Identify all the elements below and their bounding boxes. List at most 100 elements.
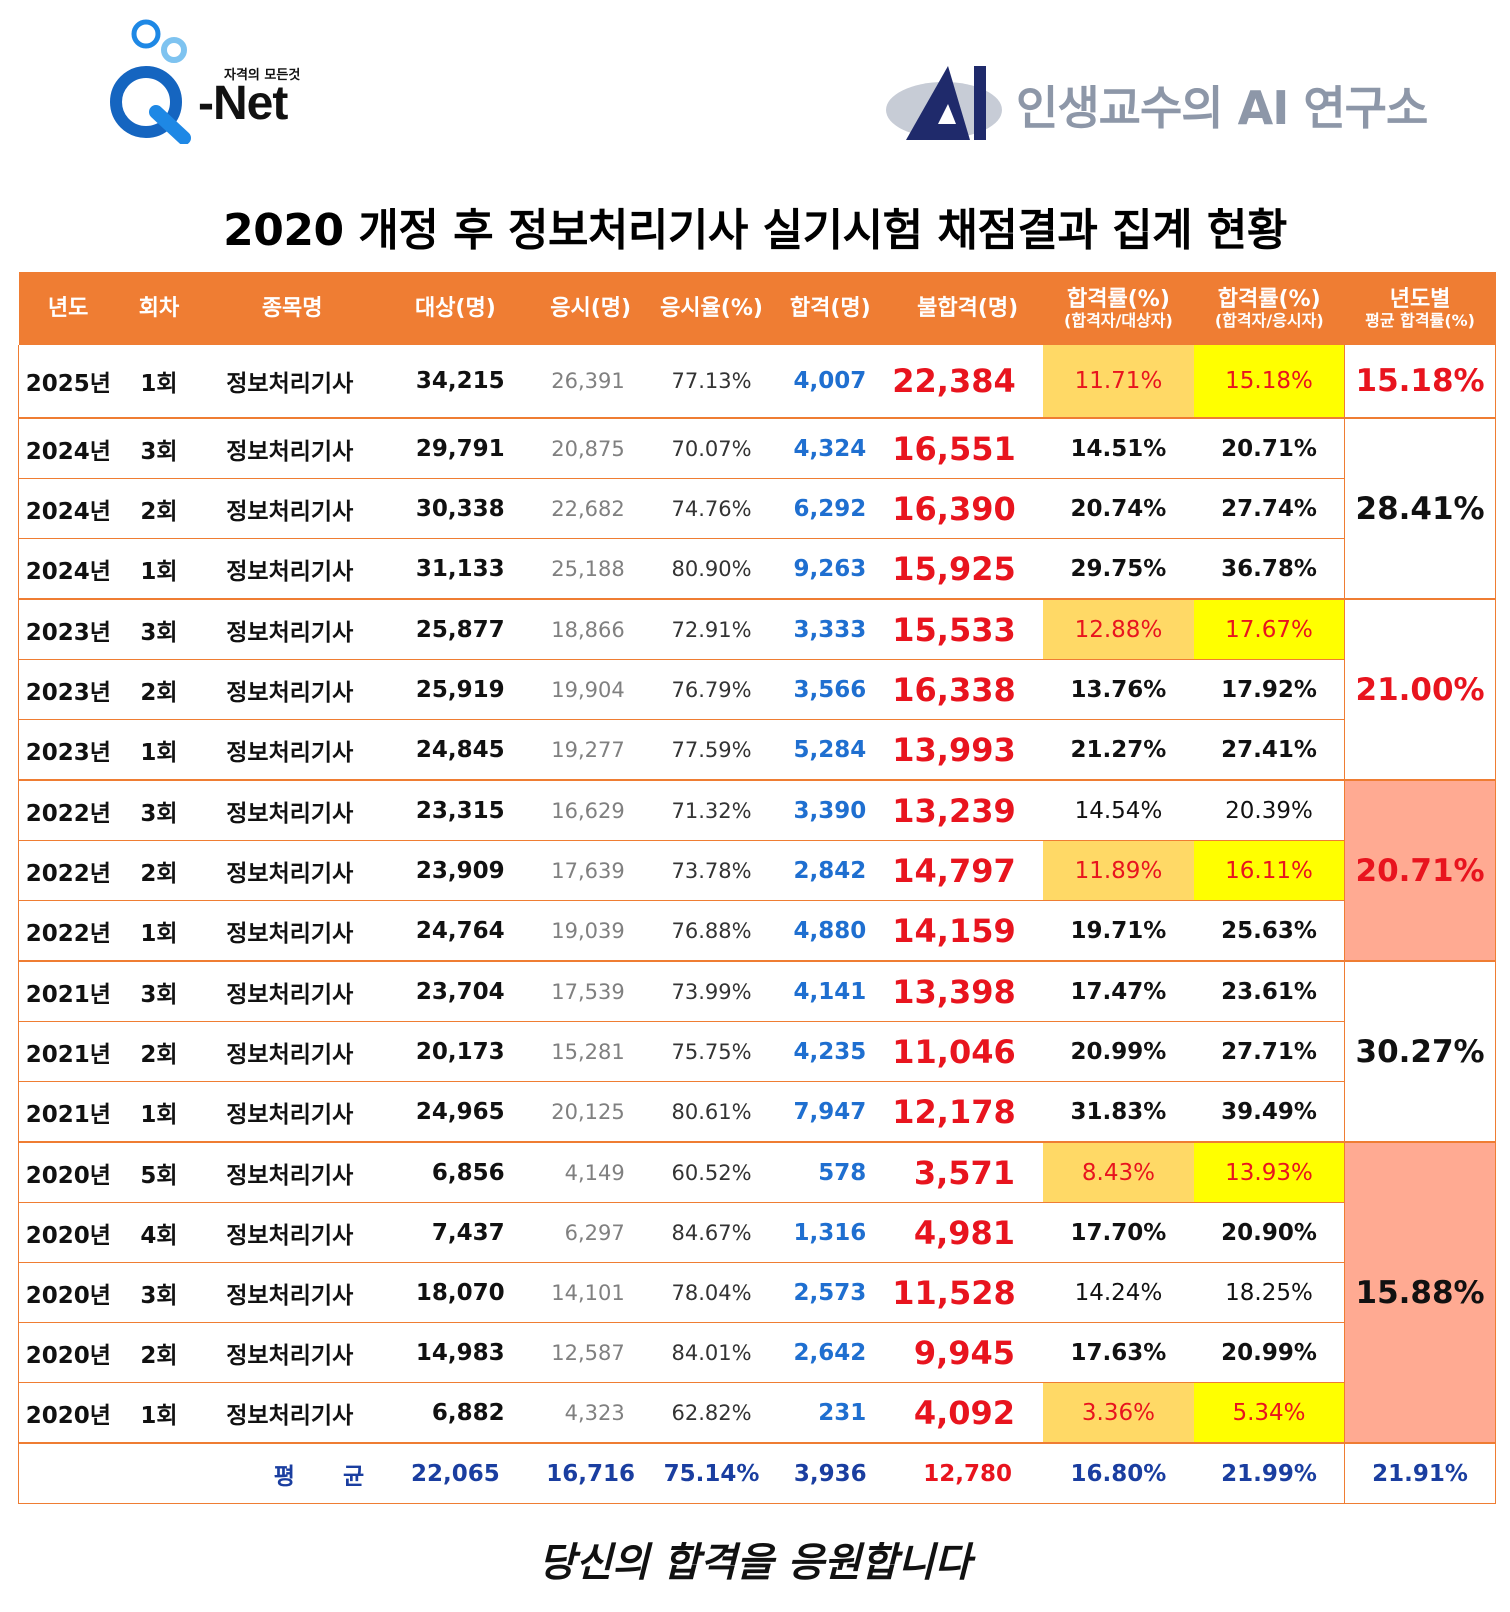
- summary-target: 22,065: [384, 1442, 527, 1504]
- cell-round: 2회: [117, 1021, 201, 1082]
- col-rate2: 합격률(%) (합격자/응시자): [1193, 272, 1345, 345]
- col-pass: 합격(명): [768, 272, 893, 345]
- table-row: 2023년 3회 정보처리기사 25,877 18,866 72.91% 3,333 15,5…: [17, 599, 1496, 781]
- cell-fail: 13,993: [892, 719, 1044, 781]
- table-row: 2022년 3회 정보처리기사 23,315 16,629 71.32% 3,390 13,2…: [17, 780, 1496, 962]
- cell-target: 23,704: [384, 961, 527, 1022]
- col-round: 회차: [117, 272, 201, 345]
- cell-name: 정보처리기사: [200, 478, 385, 539]
- cell-rate1: 14.51%: [1043, 418, 1194, 479]
- cell-pass: 4,007: [768, 345, 893, 419]
- cell-year-average: 21.00%: [1344, 599, 1496, 781]
- table-row: 2022년 2회 정보처리기사 23,909 17,639 73.78% 2,842 14,7…: [17, 840, 1496, 901]
- cell-year: 2023년: [17, 599, 118, 660]
- cell-year-average: 15.88%: [1344, 1142, 1496, 1444]
- cell-target: 24,845: [384, 719, 527, 781]
- cell-year-average: 30.27%: [1344, 961, 1496, 1143]
- col-name: 종목명: [200, 272, 385, 345]
- cell-exam-rate: 70.07%: [654, 418, 769, 479]
- col-rate1-sub: (합격자/대상자): [1064, 310, 1173, 330]
- cell-name: 정보처리기사: [200, 1202, 385, 1263]
- cell-rate2: 20.39%: [1193, 780, 1345, 841]
- summary-row: 평 균 22,065 16,716 75.14% 3,936 12,780 16.80% 21…: [18, 1442, 1496, 1504]
- table-row: 2024년 1회 정보처리기사 31,133 25,188 80.90% 9,263 15,9…: [17, 538, 1496, 600]
- table-row: 2024년 2회 정보처리기사 30,338 22,682 74.76% 6,292 16,3…: [17, 478, 1496, 539]
- cell-exam: 17,539: [526, 961, 655, 1022]
- col-avg-label: 년도별: [1389, 286, 1451, 312]
- cell-name: 정보처리기사: [200, 1021, 385, 1082]
- col-rate2-sub: (합격자/응시자): [1214, 310, 1324, 330]
- table-row: 2021년 1회 정보처리기사 24,965 20,125 80.61% 7,947 12,1…: [17, 1081, 1496, 1143]
- cell-year-average: 15.18%: [1344, 345, 1496, 419]
- cell-year: 2022년: [17, 900, 118, 962]
- cell-exam: 4,323: [526, 1382, 655, 1444]
- summary-avg: 21.91%: [1344, 1442, 1496, 1504]
- cell-exam: 12,587: [526, 1322, 655, 1383]
- cell-exam: 17,639: [526, 840, 655, 901]
- cell-exam: 19,039: [526, 900, 655, 962]
- cell-pass: 231: [768, 1382, 893, 1444]
- cell-rate2: 20.90%: [1193, 1202, 1345, 1263]
- cell-fail: 3,571: [892, 1142, 1044, 1203]
- cell-rate2: 18.25%: [1193, 1262, 1345, 1323]
- cell-target: 25,919: [384, 659, 527, 720]
- cell-target: 14,983: [384, 1322, 527, 1383]
- cell-name: 정보처리기사: [200, 1322, 385, 1383]
- cell-exam: 14,101: [526, 1262, 655, 1323]
- summary-exam-rate: 75.14%: [654, 1442, 769, 1504]
- cell-rate2: 25.63%: [1193, 900, 1345, 962]
- cell-rate1: 17.63%: [1043, 1322, 1194, 1383]
- cell-year: 2021년: [17, 1081, 118, 1143]
- cell-rate2: 16.11%: [1193, 840, 1345, 901]
- cell-rate2: 5.34%: [1193, 1382, 1345, 1444]
- summary-pass: 3,936: [768, 1442, 893, 1504]
- table-row: 2023년 2회 정보처리기사 25,919 19,904 76.79% 3,566 16,3…: [17, 659, 1496, 720]
- cell-round: 4회: [117, 1202, 201, 1263]
- cell-exam: 4,149: [526, 1142, 655, 1203]
- cell-exam: 15,281: [526, 1021, 655, 1082]
- table-row: 2021년 2회 정보처리기사 20,173 15,281 75.75% 4,235 11,0…: [17, 1021, 1496, 1082]
- cell-exam-rate: 80.61%: [654, 1081, 769, 1143]
- summary-rate1: 16.80%: [1043, 1442, 1194, 1504]
- results-table: 년도 회차 종목명 대상(명) 응시(명) 응시율(%) 합격(명) 불합격(명…: [17, 272, 1496, 1504]
- cell-fail: 15,925: [892, 538, 1044, 600]
- cell-exam: 20,875: [526, 418, 655, 479]
- cell-fail: 13,239: [892, 780, 1044, 841]
- cell-fail: 4,092: [892, 1382, 1044, 1444]
- cell-pass: 578: [768, 1142, 893, 1203]
- col-avg-sub: 평균 합격률(%): [1365, 310, 1475, 330]
- cell-round: 3회: [117, 961, 201, 1022]
- cell-rate2: 39.49%: [1193, 1081, 1345, 1143]
- table-header: 년도 회차 종목명 대상(명) 응시(명) 응시율(%) 합격(명) 불합격(명…: [18, 272, 1496, 345]
- cell-round: 3회: [117, 418, 201, 479]
- cell-rate2: 13.93%: [1193, 1142, 1345, 1203]
- cell-target: 29,791: [384, 418, 527, 479]
- cell-rate1: 13.76%: [1043, 659, 1194, 720]
- cell-target: 30,338: [384, 478, 527, 539]
- cell-round: 3회: [117, 1262, 201, 1323]
- cell-name: 정보처리기사: [200, 719, 385, 781]
- table-row: 2020년 1회 정보처리기사 6,882 4,323 62.82% 231 4,092 3.3…: [17, 1382, 1496, 1444]
- cell-round: 1회: [117, 345, 201, 419]
- cell-name: 정보처리기사: [200, 1382, 385, 1444]
- cell-name: 정보처리기사: [200, 1081, 385, 1143]
- cell-round: 1회: [117, 1081, 201, 1143]
- cell-year: 2020년: [17, 1322, 118, 1383]
- table-row: 2025년 1회 정보처리기사 34,215 26,391 77.13% 4,007 22,3…: [17, 345, 1496, 419]
- cell-pass: 2,842: [768, 840, 893, 901]
- cell-pass: 7,947: [768, 1081, 893, 1143]
- cell-exam-rate: 77.13%: [654, 345, 769, 419]
- cell-exam: 19,904: [526, 659, 655, 720]
- cell-rate1: 12.88%: [1043, 599, 1194, 660]
- cell-exam: 25,188: [526, 538, 655, 600]
- cell-exam-rate: 77.59%: [654, 719, 769, 781]
- cell-rate2: 15.18%: [1193, 345, 1345, 419]
- cell-year: 2024년: [17, 418, 118, 479]
- cell-year: 2023년: [17, 719, 118, 781]
- col-rate2-label: 합격률(%): [1217, 286, 1321, 312]
- col-exam: 응시(명): [526, 272, 655, 345]
- cell-target: 18,070: [384, 1262, 527, 1323]
- cell-name: 정보처리기사: [200, 418, 385, 479]
- cell-target: 7,437: [384, 1202, 527, 1263]
- cell-rate2: 20.71%: [1193, 418, 1345, 479]
